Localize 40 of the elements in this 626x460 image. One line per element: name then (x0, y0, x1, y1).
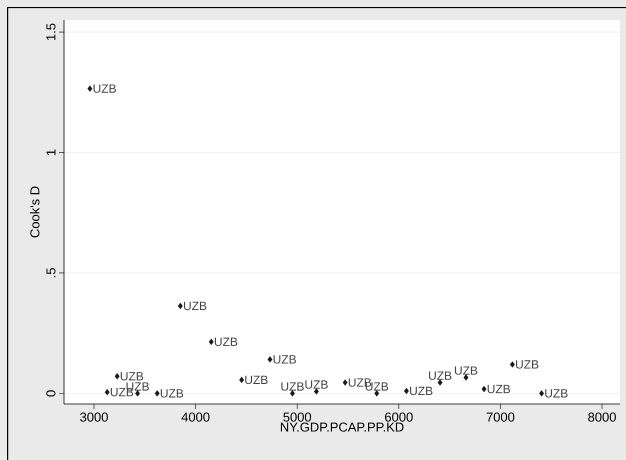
x-tick-label: 6000 (385, 412, 413, 422)
x-tick-label: 8000 (588, 412, 616, 422)
point (178, 302, 183, 310)
x-tick-label: 5000 (283, 412, 312, 422)
x-tick-label: 7000 (486, 412, 514, 422)
y-tick-label: 0 (46, 390, 56, 396)
x-tick-label: 4000 (181, 412, 210, 422)
point (404, 388, 409, 394)
data-label: UZB (214, 338, 238, 346)
point (154, 390, 160, 397)
point (510, 361, 515, 368)
data-label: UZB (245, 376, 268, 384)
data-label: UZB (410, 386, 432, 396)
y-axis-title: Cook's D (30, 186, 40, 238)
y-tick-label: .5 (46, 268, 56, 278)
point (268, 356, 272, 363)
data-label: UZB (160, 389, 184, 398)
data-label: UZB (120, 372, 144, 380)
point (482, 386, 487, 392)
x-tick-label: 3000 (80, 412, 108, 422)
point (114, 373, 120, 380)
point (208, 338, 214, 346)
data-label: UZB (454, 366, 478, 375)
x-axis-title: NY.GDP.PCAP.PP.KD (280, 422, 404, 432)
data-label: UZB (545, 389, 568, 398)
data-label: UZB (429, 372, 452, 380)
point (239, 376, 244, 384)
data-label: UZB (281, 382, 304, 391)
point (104, 388, 110, 396)
data-label: UZB (305, 380, 328, 389)
y-tick-label: 1.5 (46, 24, 56, 40)
data-label: UZB (94, 84, 116, 93)
data-label: UZB (184, 302, 206, 310)
y-tick-label: 1 (46, 150, 56, 156)
data-label: UZB (274, 355, 296, 364)
point (539, 390, 544, 397)
point (342, 379, 348, 386)
data-label: UZB (516, 360, 538, 369)
data-label: UZB (488, 384, 510, 394)
point (87, 85, 92, 92)
